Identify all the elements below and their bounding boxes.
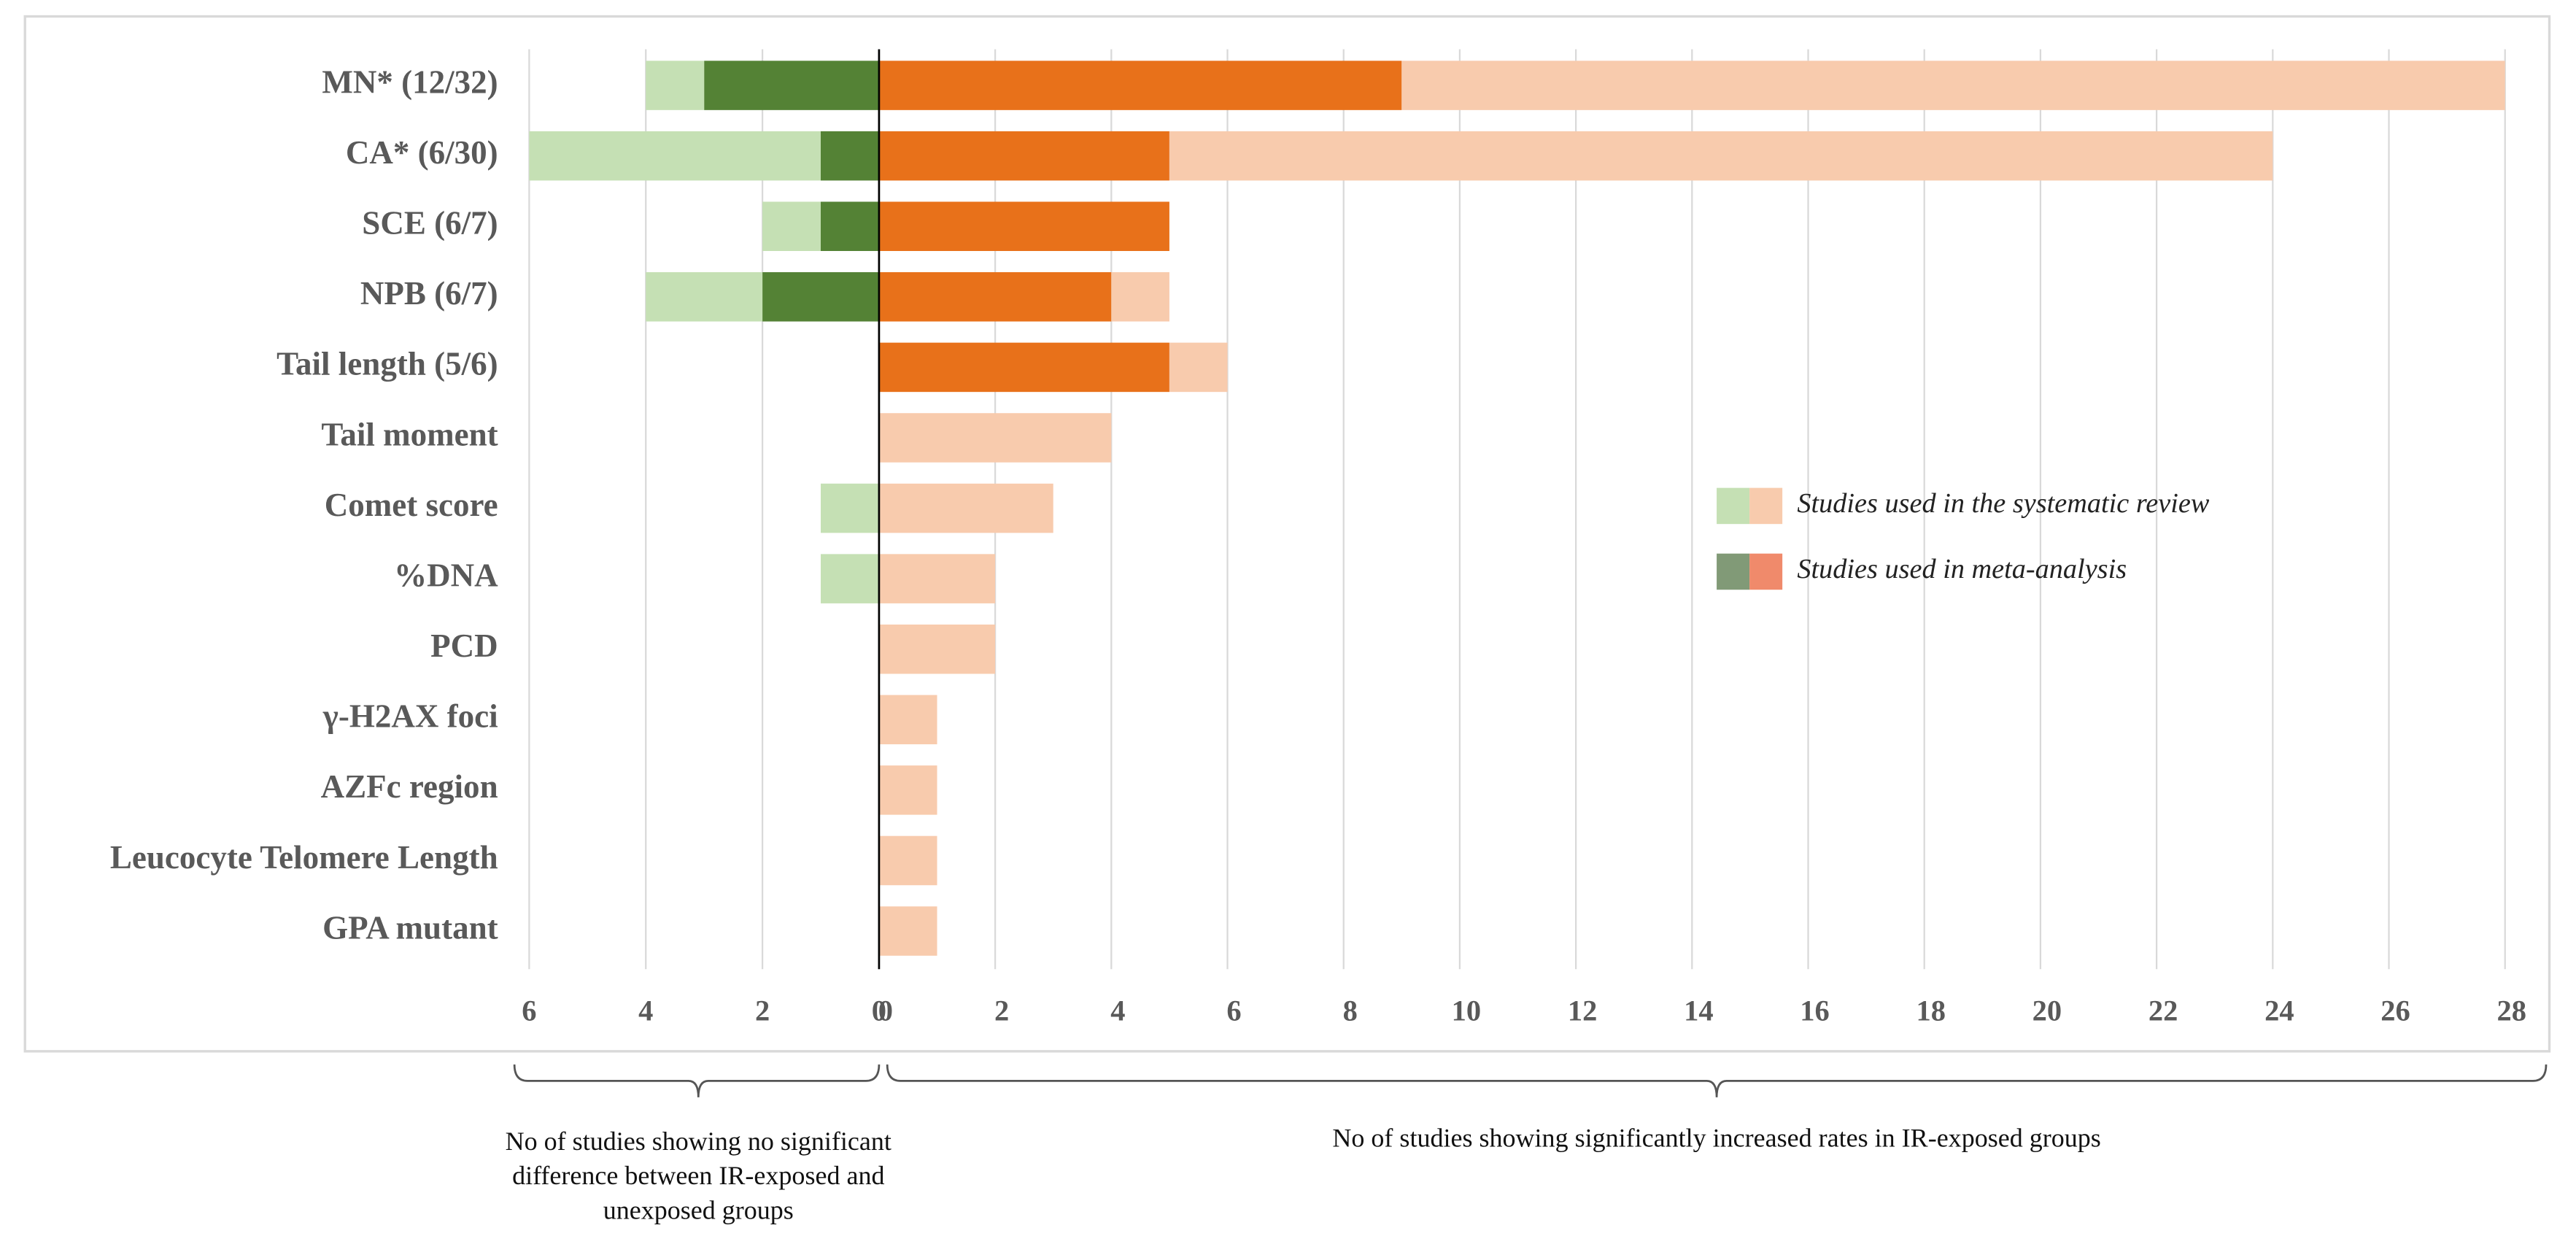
x-tick-label: 10 <box>1452 994 1482 1027</box>
bar-segment <box>1111 272 1169 322</box>
annotation: No of studies showing no significant dif… <box>505 1128 891 1225</box>
category-label: Leucocyte Telomere Length <box>110 839 498 876</box>
bar-segment <box>878 624 996 674</box>
x-tick-label: 4 <box>1110 994 1125 1027</box>
legend-swatch <box>1717 553 1750 590</box>
bar-segment <box>878 342 1169 393</box>
bar-segment <box>878 695 937 745</box>
category-label: PCD <box>430 628 498 664</box>
category-label: CA* (6/30) <box>346 134 498 171</box>
bar-segment <box>821 201 879 251</box>
category-label: γ-H2AX foci <box>322 698 498 735</box>
bar-segment <box>878 765 937 815</box>
x-tick-label: 6 <box>522 994 536 1027</box>
x-tick-label: 14 <box>1684 994 1714 1027</box>
bar-segment <box>646 272 763 322</box>
bar-segment <box>704 61 879 110</box>
bar-segment <box>821 131 879 181</box>
bar-segment <box>878 483 1053 533</box>
x-tick-label: 4 <box>638 994 653 1027</box>
annotation-box: No of studies showing significantly incr… <box>1332 1125 2101 1154</box>
annotation: No of studies showing significantly incr… <box>1332 1125 2101 1154</box>
x-tick-label: 22 <box>2148 994 2178 1027</box>
x-tick-label: 2 <box>755 994 770 1027</box>
category-label: Comet score <box>325 487 498 523</box>
category-label: GPA mutant <box>322 909 498 946</box>
category-label: %DNA <box>394 557 498 593</box>
x-tick-label: 18 <box>1916 994 1946 1027</box>
legend-swatch <box>1749 487 1783 525</box>
x-tick-label: 24 <box>2264 994 2294 1027</box>
legend-swatch <box>1717 487 1750 525</box>
bar-segment <box>1169 342 1228 393</box>
bar-segment <box>878 554 996 603</box>
bar-segment <box>762 201 821 251</box>
category-label: AZFc region <box>321 768 498 805</box>
bar-segment <box>762 272 879 322</box>
category-label: NPB (6/7) <box>360 275 498 312</box>
legend-label: Studies used in meta-analysis <box>1797 554 2127 584</box>
x-tick-label: 0 <box>872 994 886 1027</box>
bar-segment <box>1169 131 2273 181</box>
x-tick-label: 2 <box>994 994 1009 1027</box>
bar-segment <box>821 483 879 533</box>
bar-segment <box>646 61 705 110</box>
x-tick-label: 12 <box>1568 994 1598 1027</box>
x-tick-label: 28 <box>2496 994 2526 1027</box>
annotation-box: No of studies showing no significant dif… <box>505 1128 891 1225</box>
category-label: Tail length (5/6) <box>276 346 498 382</box>
x-tick-label: 16 <box>1800 994 1830 1027</box>
bar-segment <box>878 201 1169 251</box>
bar-segment <box>878 835 937 886</box>
bar-segment <box>878 61 1402 110</box>
x-tick-label: 0 <box>878 994 893 1027</box>
x-tick-label: 20 <box>2032 994 2062 1027</box>
x-tick-label: 6 <box>1226 994 1241 1027</box>
bar-segment <box>878 131 1169 181</box>
category-label: SCE (6/7) <box>362 205 498 242</box>
brace <box>513 1064 881 1097</box>
legend-label: Studies used in the systematic review <box>1797 488 2209 519</box>
chart-frame <box>23 15 2551 1053</box>
x-tick-label: 26 <box>2380 994 2410 1027</box>
bar-segment <box>878 272 1112 322</box>
bar-segment <box>529 131 821 181</box>
bar-segment <box>1401 61 2505 110</box>
bar-segment <box>878 906 937 956</box>
bar-segment <box>878 413 1112 463</box>
brace <box>886 1064 2548 1097</box>
bar-segment <box>821 554 879 603</box>
legend-swatch <box>1749 553 1783 590</box>
x-tick-label: 8 <box>1343 994 1358 1027</box>
category-label: Tail moment <box>321 416 498 452</box>
category-label: MN* (12/32) <box>322 63 498 100</box>
